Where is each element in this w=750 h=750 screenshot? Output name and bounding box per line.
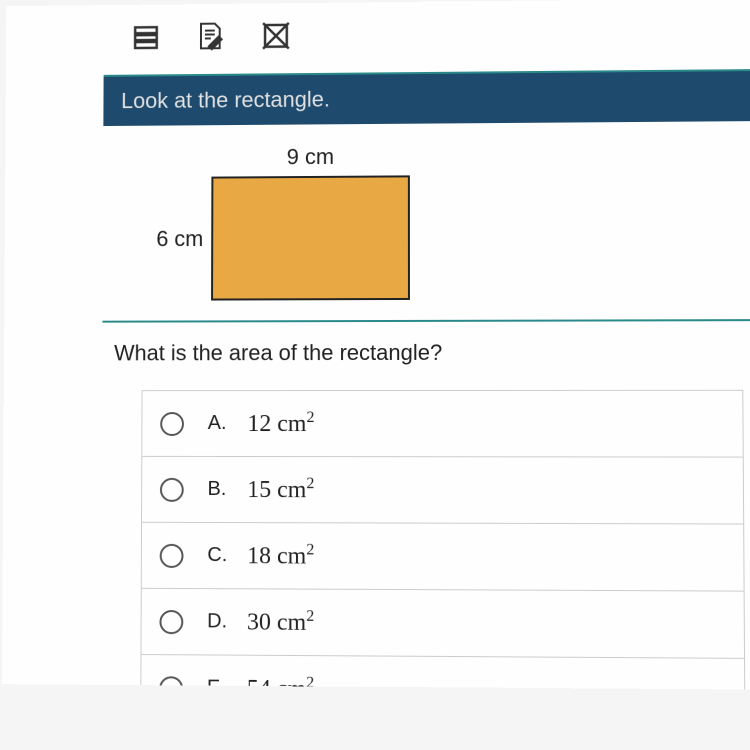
quiz-page: Look at the rectangle. 9 cm 6 cm What is… bbox=[2, 0, 750, 690]
document-edit-icon[interactable] bbox=[193, 19, 229, 55]
x-box-icon[interactable] bbox=[258, 18, 294, 54]
option-e[interactable]: E. 54 cm2 bbox=[141, 655, 744, 689]
options-list: A. 12 cm2 B. 15 cm2 C. 18 cm2 D. 30 cm2 … bbox=[140, 390, 745, 690]
option-value: 54 cm2 bbox=[247, 674, 314, 690]
rectangle-shape bbox=[211, 175, 410, 300]
option-letter: A. bbox=[208, 412, 232, 435]
option-value: 18 cm2 bbox=[247, 541, 314, 570]
prompt-bar: Look at the rectangle. bbox=[103, 71, 750, 126]
option-letter: D. bbox=[207, 610, 231, 633]
toolbar bbox=[104, 0, 750, 75]
option-letter: B. bbox=[208, 478, 232, 501]
option-b[interactable]: B. 15 cm2 bbox=[142, 457, 743, 525]
option-letter: C. bbox=[207, 544, 231, 567]
radio-icon bbox=[160, 543, 184, 567]
option-letter: E. bbox=[207, 677, 231, 690]
top-dimension-label: 9 cm bbox=[211, 144, 409, 171]
question-text: What is the area of the rectangle? bbox=[102, 321, 750, 384]
option-value: 12 cm2 bbox=[247, 409, 314, 438]
radio-icon bbox=[159, 676, 183, 690]
option-d[interactable]: D. 30 cm2 bbox=[141, 589, 744, 659]
radio-icon bbox=[159, 609, 183, 633]
rect-row: 6 cm bbox=[152, 175, 410, 300]
option-a[interactable]: A. 12 cm2 bbox=[142, 391, 742, 458]
radio-icon bbox=[160, 412, 184, 436]
option-e-partial: E. 54 cm2 bbox=[141, 655, 744, 689]
stack-icon[interactable] bbox=[128, 19, 163, 55]
radio-icon bbox=[160, 477, 184, 501]
option-value: 15 cm2 bbox=[247, 475, 314, 504]
figure-area: 9 cm 6 cm bbox=[102, 121, 750, 321]
prompt-text: Look at the rectangle. bbox=[121, 87, 330, 113]
side-dimension-label: 6 cm bbox=[152, 226, 203, 252]
option-value: 30 cm2 bbox=[247, 607, 314, 637]
rectangle-figure: 9 cm 6 cm bbox=[152, 141, 733, 300]
option-c[interactable]: C. 18 cm2 bbox=[142, 523, 744, 592]
